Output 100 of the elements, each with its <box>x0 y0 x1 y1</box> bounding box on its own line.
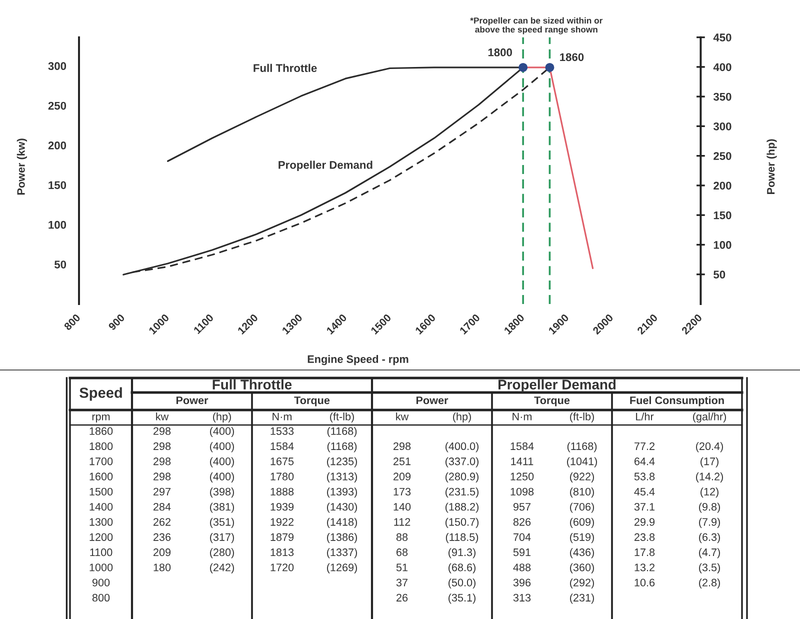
category-label: 1700 <box>90 458 113 466</box>
data-label: 37.1 <box>634 502 655 511</box>
y2-tick-label: 200 <box>714 182 732 190</box>
data-label: (337.0) <box>446 457 478 468</box>
y2-tick-label: 50 <box>714 270 726 278</box>
data-label: (3.5) <box>699 563 720 574</box>
data-label: (1168) <box>567 442 597 452</box>
data-label: (280) <box>210 548 234 558</box>
data-label: (400) <box>210 426 234 438</box>
y-tick-label: 150 <box>48 181 66 190</box>
y-tick-label: 50 <box>54 260 66 268</box>
category-label: 1860 <box>90 427 113 435</box>
data-label: 236 <box>154 533 171 541</box>
data-label: 1584 <box>510 442 534 450</box>
data-label: (519) <box>570 533 594 544</box>
series-label: Propeller Demand <box>278 160 372 172</box>
y2-tick-label: 350 <box>713 92 732 101</box>
text: *Propeller can be sized within or above the speed range shown <box>470 17 603 34</box>
data-label: (436) <box>570 548 594 558</box>
data-label: (1235) <box>327 457 357 468</box>
data-label: 488 <box>513 564 531 572</box>
data-label: 298 <box>154 472 171 480</box>
data-label: 251 <box>394 458 411 466</box>
category-label: 1400 <box>90 502 113 511</box>
data-label: (231) <box>570 594 594 604</box>
y2-tick-label: 300 <box>713 122 732 130</box>
data-label: 298 <box>154 458 171 466</box>
text: Power <box>416 396 448 404</box>
data-label: (9.8) <box>699 502 720 513</box>
data-label: 17.8 <box>634 548 655 556</box>
y-tick-label: 100 <box>48 220 66 229</box>
text: (ft-lb) <box>330 412 354 423</box>
text: L/hr <box>636 412 654 420</box>
data-label: 13.2 <box>634 564 654 572</box>
data-label: (68.6) <box>448 563 476 574</box>
data-label: 1411 <box>511 458 534 466</box>
data-label: (231.5) <box>446 488 478 498</box>
data-label: 1675 <box>270 458 294 466</box>
data-label: (1386) <box>327 533 357 544</box>
data-label: (4.7) <box>699 548 720 558</box>
data-label: 298 <box>154 427 171 435</box>
data-label: (1168) <box>327 426 357 438</box>
data-label: 1098 <box>510 488 534 496</box>
data-label: (6.3) <box>699 533 720 544</box>
data-label: (50.0) <box>448 578 476 589</box>
data-label: (118.5) <box>446 533 478 544</box>
data-label: 37 <box>396 578 408 586</box>
data-label: 1584 <box>270 442 294 450</box>
y2-axis-title: Power (hp) <box>766 139 777 194</box>
text: Power <box>176 396 208 404</box>
text: Fuel Consumption <box>630 396 724 406</box>
category-label: 800 <box>92 594 110 602</box>
data-label: 209 <box>154 548 171 556</box>
data-label: 173 <box>394 488 411 496</box>
category-label: 1500 <box>90 488 113 496</box>
data-label: (922) <box>570 472 594 482</box>
text: Speed <box>80 387 122 401</box>
data-label: 1939 <box>270 502 294 511</box>
data-label: 53.8 <box>634 472 655 480</box>
data-label: 1533 <box>270 427 294 435</box>
data-label: 23.8 <box>634 533 655 541</box>
data-label: (1269) <box>327 563 357 574</box>
data-label: (400) <box>210 472 234 482</box>
data-label: (381) <box>210 502 234 513</box>
data-label: 209 <box>394 472 411 480</box>
text: (gal/hr) <box>693 412 726 423</box>
x-tick-label: 900 <box>108 314 126 331</box>
data-label: (706) <box>570 502 594 513</box>
y-tick-label: 250 <box>48 102 66 110</box>
category-label: 1800 <box>90 442 113 450</box>
data-label: (292) <box>570 578 594 589</box>
data-label: 1250 <box>510 472 534 480</box>
data-label: (400) <box>210 457 234 468</box>
text: (hp) <box>213 412 231 423</box>
data-label: 1813 <box>270 548 294 556</box>
text: (ft-lb) <box>570 412 594 423</box>
x-tick-label: 800 <box>64 314 81 331</box>
data-label: (1041) <box>567 457 597 468</box>
ref-line-label: 1860 <box>560 53 584 62</box>
data-label: (20.4) <box>696 442 723 452</box>
data-label: 88 <box>396 533 408 541</box>
data-label: (400) <box>210 442 234 452</box>
data-label: (2.8) <box>699 578 720 589</box>
data-label: (12) <box>700 488 718 498</box>
data-label: 140 <box>394 502 411 511</box>
text: Propeller Demand <box>498 379 616 392</box>
data-label: (609) <box>570 518 594 528</box>
data-label: 51 <box>396 564 408 572</box>
data-label: 1879 <box>270 533 294 541</box>
data-label: 77.2 <box>634 442 654 450</box>
data-label: 64.4 <box>634 458 655 466</box>
data-label: 10.6 <box>634 578 655 586</box>
y-tick-label: 300 <box>48 62 66 70</box>
data-label: 298 <box>394 442 411 450</box>
data-label: 45.4 <box>634 488 655 496</box>
data-label: 29.9 <box>634 518 655 526</box>
y-tick-label: 200 <box>48 142 66 150</box>
data-label: 591 <box>513 548 531 556</box>
ref-line-label: 1800 <box>488 48 512 56</box>
data-label: 68 <box>396 548 408 556</box>
